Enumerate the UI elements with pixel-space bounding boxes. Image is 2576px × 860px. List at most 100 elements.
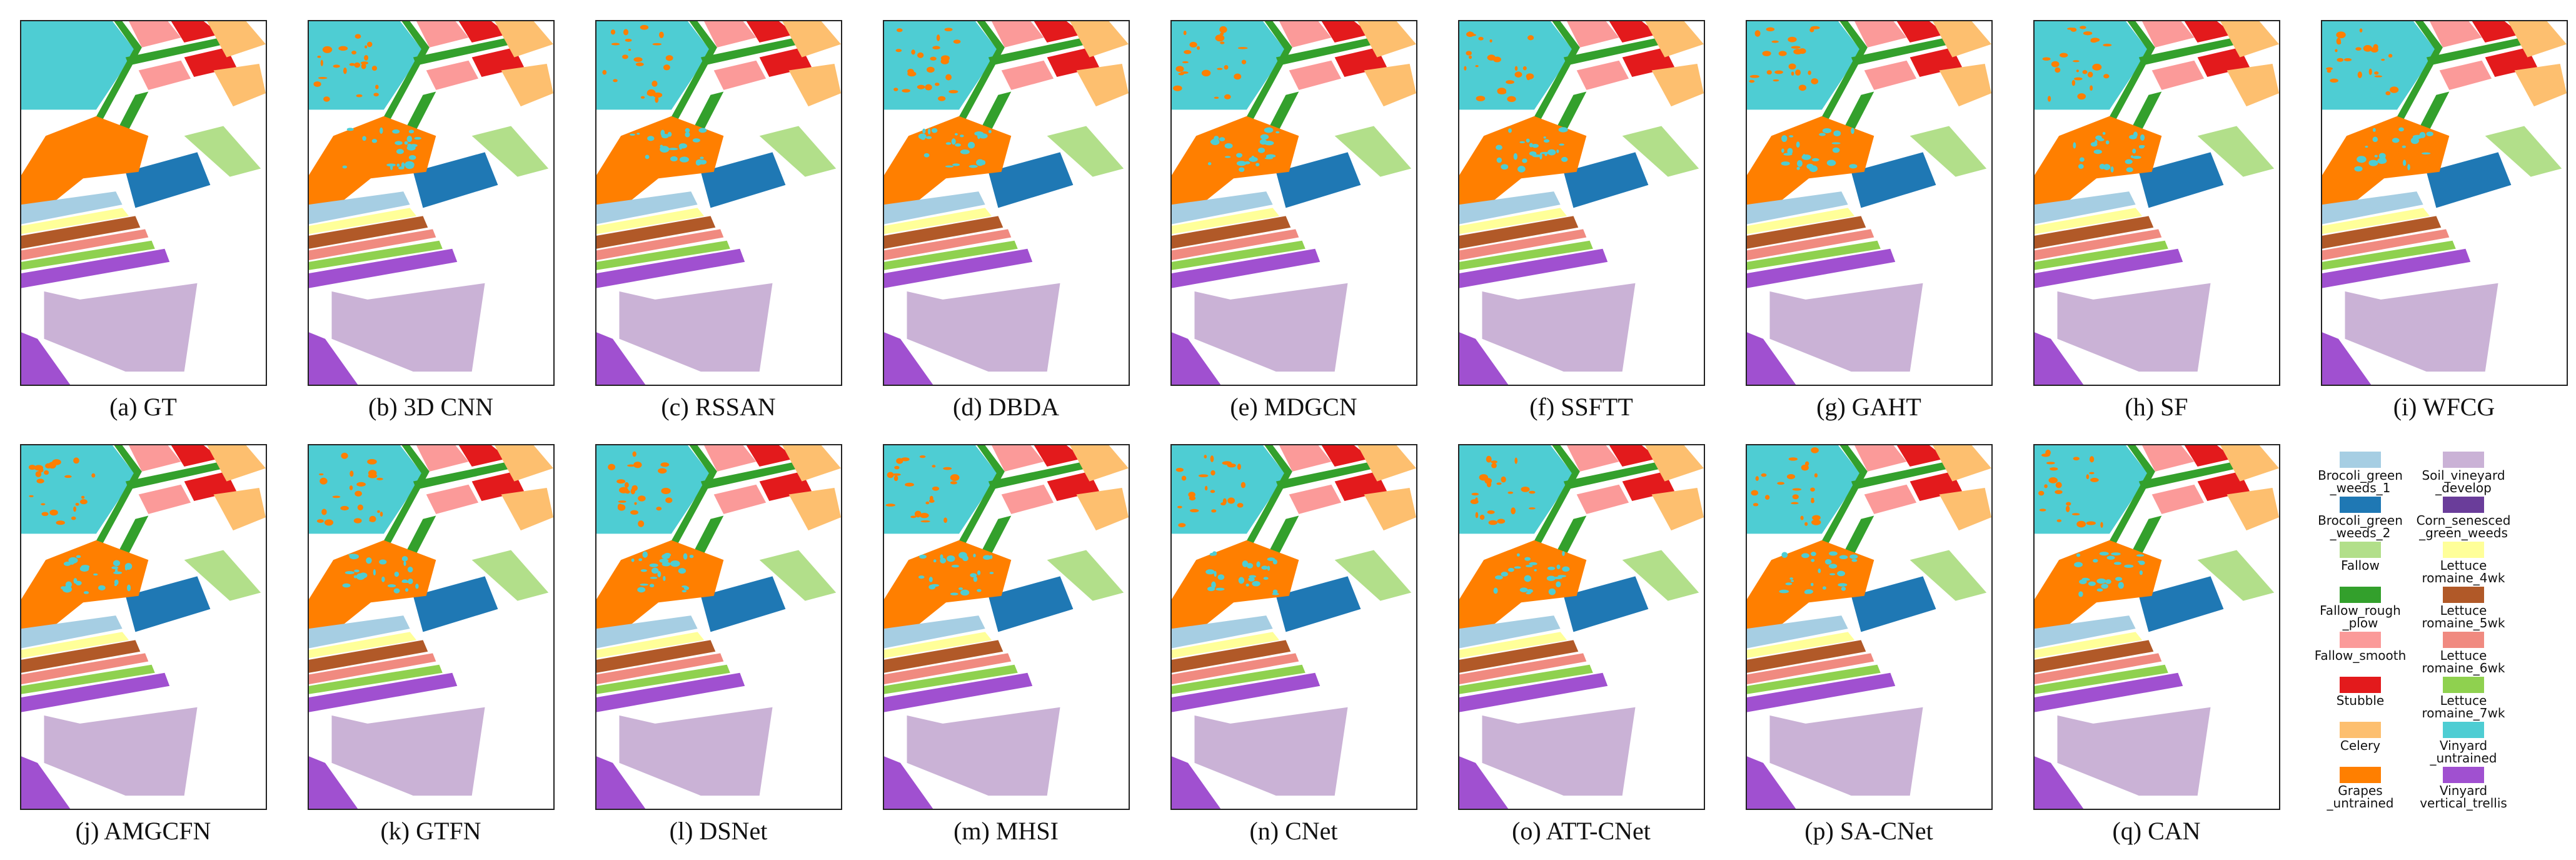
map-speckle (1265, 154, 1276, 158)
map-speckle (945, 74, 952, 81)
map-speckle (1513, 153, 1517, 160)
map-speckle (1491, 463, 1497, 468)
legend-swatch (2443, 767, 2484, 783)
map-speckle (1524, 557, 1531, 561)
map-region (1747, 21, 1861, 110)
map-speckle (1257, 148, 1265, 153)
map-speckle (2087, 71, 2093, 78)
map-speckle (2051, 61, 2060, 68)
map-speckle (940, 58, 949, 64)
map-speckle (371, 139, 378, 143)
map-speckle (79, 565, 89, 572)
map-speckle (1810, 582, 1814, 587)
map-region (884, 640, 1004, 673)
map-speckle (922, 128, 926, 134)
map-speckle (1501, 476, 1506, 483)
map-speckle (2402, 159, 2407, 166)
map-region (979, 515, 1012, 560)
map-region (309, 640, 428, 673)
map-region (1459, 216, 1579, 249)
map-speckle (2076, 69, 2080, 73)
map-speckle (1487, 510, 1495, 514)
classification-map (883, 20, 1130, 386)
map-speckle (1773, 79, 1779, 82)
map-region (1645, 445, 1704, 482)
map-region (1864, 60, 1917, 90)
map-speckle (1778, 51, 1787, 56)
map-speckle (1487, 54, 1496, 61)
map-speckle (2047, 96, 2051, 102)
map-speckle (408, 154, 416, 160)
map-speckle (1540, 151, 1550, 154)
map-speckle (1785, 582, 1793, 585)
map-speckle (2132, 156, 2141, 159)
map-region (1172, 248, 1321, 288)
map-region (138, 60, 191, 90)
map-speckle (1514, 566, 1521, 569)
map-speckle (652, 43, 662, 46)
map-region (1609, 445, 1659, 467)
map-region (1747, 756, 1796, 809)
map-speckle (355, 34, 361, 39)
map-region (2514, 64, 2567, 107)
map-speckle (338, 46, 348, 51)
map-region (596, 756, 646, 809)
map-region (426, 484, 479, 514)
map-speckle (387, 584, 396, 588)
map-region (2322, 21, 2437, 110)
map-speckle (608, 463, 616, 470)
map-speckle (1777, 482, 1785, 485)
map-speckle (2073, 142, 2076, 149)
map-speckle (71, 516, 76, 520)
map-speckle (2139, 570, 2143, 575)
map-speckle (2381, 58, 2385, 61)
map-speckle (36, 478, 44, 483)
map-speckle (2083, 578, 2090, 581)
map-region (1172, 229, 1299, 261)
map-speckle (1529, 143, 1533, 148)
map-speckle (2343, 58, 2352, 61)
map-speckle (1562, 551, 1565, 556)
map-speckle (613, 79, 618, 83)
map-region (1459, 640, 1579, 673)
map-region (309, 672, 458, 712)
map-speckle (2368, 68, 2372, 76)
map-region (2035, 240, 2168, 270)
map-speckle (73, 506, 77, 512)
panel-caption: (q) CAN (2112, 817, 2201, 845)
map-speckle (660, 146, 670, 153)
map-speckle (49, 509, 58, 516)
map-speckle (2365, 145, 2368, 148)
map-region (1459, 632, 1567, 659)
map-speckle (926, 136, 932, 139)
map-speckle (1800, 515, 1804, 520)
map-region (309, 632, 417, 659)
map-region (2035, 208, 2143, 235)
map-region (1747, 540, 1874, 635)
map-speckle (2093, 559, 2098, 563)
map-speckle (1486, 455, 1492, 463)
map-speckle (935, 83, 940, 86)
map-speckle (56, 520, 65, 525)
map-region (788, 64, 841, 107)
map-speckle (932, 46, 940, 50)
map-region (782, 21, 841, 58)
map-region (2035, 332, 2084, 385)
map-speckle (1240, 482, 1246, 488)
map-speckle (680, 158, 688, 161)
map-region (884, 615, 985, 649)
map-speckle (2073, 457, 2080, 461)
map-region (1459, 332, 1509, 385)
map-region (413, 576, 498, 632)
map-speckle (367, 458, 377, 465)
map-speckle (2074, 562, 2083, 567)
legend-label: Fallow_smooth (2314, 648, 2407, 663)
panel-caption: (p) SA-CNet (1804, 817, 1933, 845)
map-speckle (126, 584, 131, 592)
map-speckle (1849, 164, 1858, 169)
map-speckle (950, 592, 958, 595)
legend-label: Soil_vineyard _develop (2422, 468, 2505, 495)
map-region (1172, 615, 1273, 649)
map-speckle (2374, 71, 2379, 75)
